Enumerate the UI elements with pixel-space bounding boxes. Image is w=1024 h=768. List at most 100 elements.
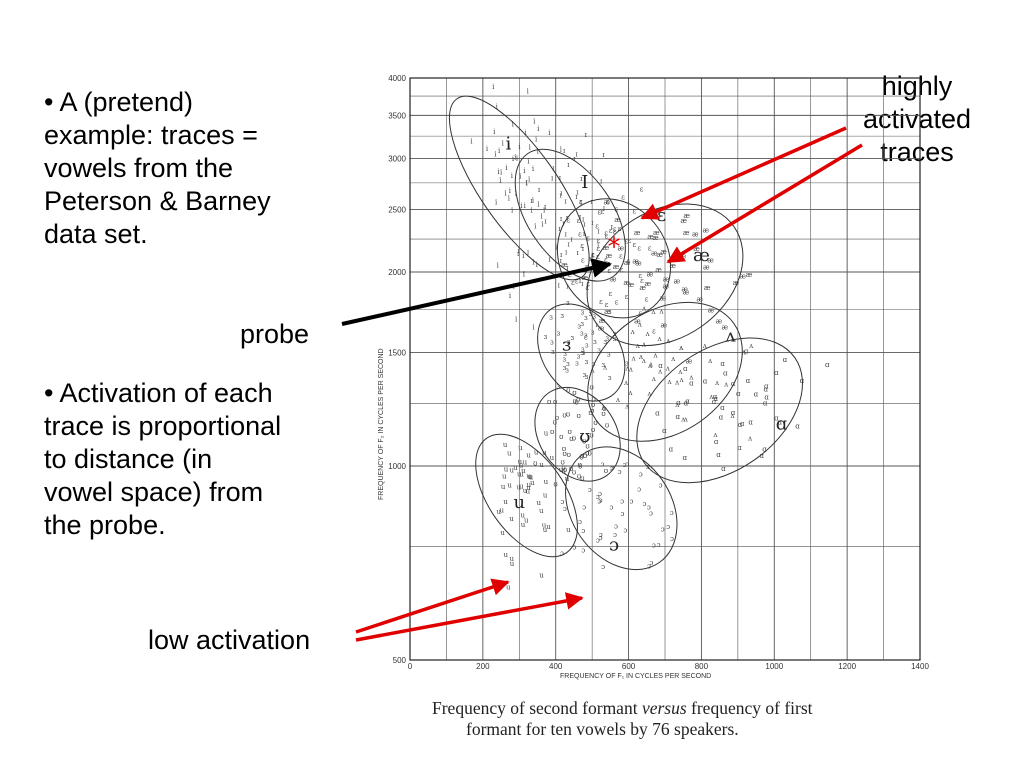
data-point: ɪ — [590, 198, 593, 206]
data-point: u — [544, 478, 549, 486]
data-point: ɪ — [544, 203, 547, 211]
data-point: ʊ — [580, 475, 584, 483]
data-point: ʌ — [670, 355, 675, 363]
data-point: ɑ — [754, 390, 759, 398]
data-point: u — [518, 458, 523, 466]
data-point: æ — [674, 277, 681, 285]
data-point: u — [503, 498, 508, 506]
data-point: ɔ — [625, 460, 629, 468]
data-point: ʌ — [645, 330, 650, 338]
data-point: ʊ — [561, 464, 565, 472]
data-point: ɑ — [763, 385, 768, 393]
data-point: æ — [634, 317, 641, 325]
data-point: i — [497, 168, 500, 176]
data-point: ɛ — [608, 290, 612, 298]
data-point: ɔ — [581, 527, 585, 535]
data-point: u — [510, 555, 515, 563]
data-point: ɪ — [551, 175, 554, 183]
data-point: ɔ — [613, 531, 617, 539]
data-point: æ — [603, 244, 610, 252]
data-point: ʊ — [577, 473, 581, 481]
data-point: ʌ — [631, 354, 636, 362]
data-point: ɔ — [629, 498, 633, 506]
vowel-ellipse-ɑ — [636, 337, 803, 484]
data-point: u — [503, 441, 508, 449]
data-point: ʌ — [638, 353, 643, 361]
vowel-ellipse-ʌ — [587, 301, 743, 442]
data-point: ʊ — [553, 418, 557, 426]
vowel-ellipse-u — [475, 433, 578, 558]
data-point: ɛ — [615, 299, 619, 307]
data-point: i — [499, 177, 502, 185]
data-point: ɔ — [620, 510, 624, 518]
data-point: u — [543, 526, 548, 534]
data-point: ʌ — [647, 362, 652, 370]
y-tick-label: 4000 — [388, 74, 406, 83]
data-point: ɔ — [614, 522, 618, 530]
data-point: ɪ — [592, 251, 595, 259]
data-point: ɛ — [607, 267, 611, 275]
data-point: ʊ — [567, 451, 571, 459]
data-point: ɪ — [560, 190, 563, 198]
data-point: ʌ — [747, 434, 752, 442]
data-point: ʊ — [604, 467, 608, 475]
data-point: ɛ — [596, 245, 600, 253]
data-point: ɔ — [597, 498, 601, 506]
bullet-2: • Activation of each trace is proportion… — [44, 378, 282, 540]
data-point: ɔ — [572, 543, 576, 551]
data-point: ɔ — [620, 498, 624, 506]
data-point: i — [522, 252, 525, 260]
data-point: ɜ — [567, 338, 571, 346]
data-point: ɛ — [591, 251, 595, 259]
data-point: æ — [634, 229, 641, 237]
data-point: æ — [660, 295, 667, 303]
data-point: ɜ — [583, 371, 587, 379]
data-point: ɜ — [585, 341, 589, 349]
data-point: i — [529, 143, 532, 151]
data-point: ɛ — [604, 232, 608, 240]
data-point: ɜ — [580, 320, 584, 328]
data-point: ɛ — [613, 228, 617, 236]
data-point: ɛ — [640, 186, 644, 194]
data-point: ʊ — [582, 437, 586, 445]
data-point: i — [523, 270, 526, 278]
data-point: ɜ — [601, 361, 605, 369]
data-point: ɛ — [605, 301, 609, 309]
data-point: ɜ — [544, 333, 548, 341]
data-point: ɜ — [550, 339, 554, 347]
data-point: ɛ — [648, 244, 652, 252]
data-point: ɑ — [795, 422, 800, 430]
data-point: ɛ — [625, 238, 629, 246]
data-point: ɜ — [563, 350, 567, 358]
data-point: u — [539, 461, 544, 469]
data-point: æ — [651, 249, 658, 257]
data-point: ɔ — [578, 518, 582, 526]
data-point: ɑ — [676, 399, 681, 407]
data-point: ɪ — [565, 249, 568, 257]
data-point: u — [499, 507, 504, 515]
data-point: æ — [661, 321, 668, 329]
vowel-ellipse-ɪ — [514, 148, 626, 282]
data-point: ʊ — [553, 480, 557, 488]
data-point: ɪ — [583, 230, 586, 238]
data-point: ɛ — [633, 241, 637, 249]
y-tick-label: 1500 — [388, 349, 406, 358]
data-point: æ — [721, 324, 728, 332]
y-tick-label: 500 — [393, 656, 407, 665]
data-point: i — [497, 261, 500, 269]
data-point: ɔ — [649, 559, 653, 567]
data-point: æ — [692, 231, 699, 239]
data-point: ɔ — [599, 531, 603, 539]
data-point: ɪ — [552, 165, 555, 173]
data-point: ʊ — [591, 401, 595, 409]
vowel-label: I — [581, 172, 588, 193]
data-point: ʊ — [580, 452, 584, 460]
data-point: æ — [606, 252, 613, 260]
data-point: ɛ — [579, 198, 583, 206]
vowel-label: æ — [693, 245, 710, 266]
data-point: ɪ — [570, 235, 573, 243]
y-tick-label: 2000 — [388, 268, 406, 277]
low-activation-label: low activation — [148, 625, 311, 655]
data-point: ɜ — [563, 364, 567, 372]
